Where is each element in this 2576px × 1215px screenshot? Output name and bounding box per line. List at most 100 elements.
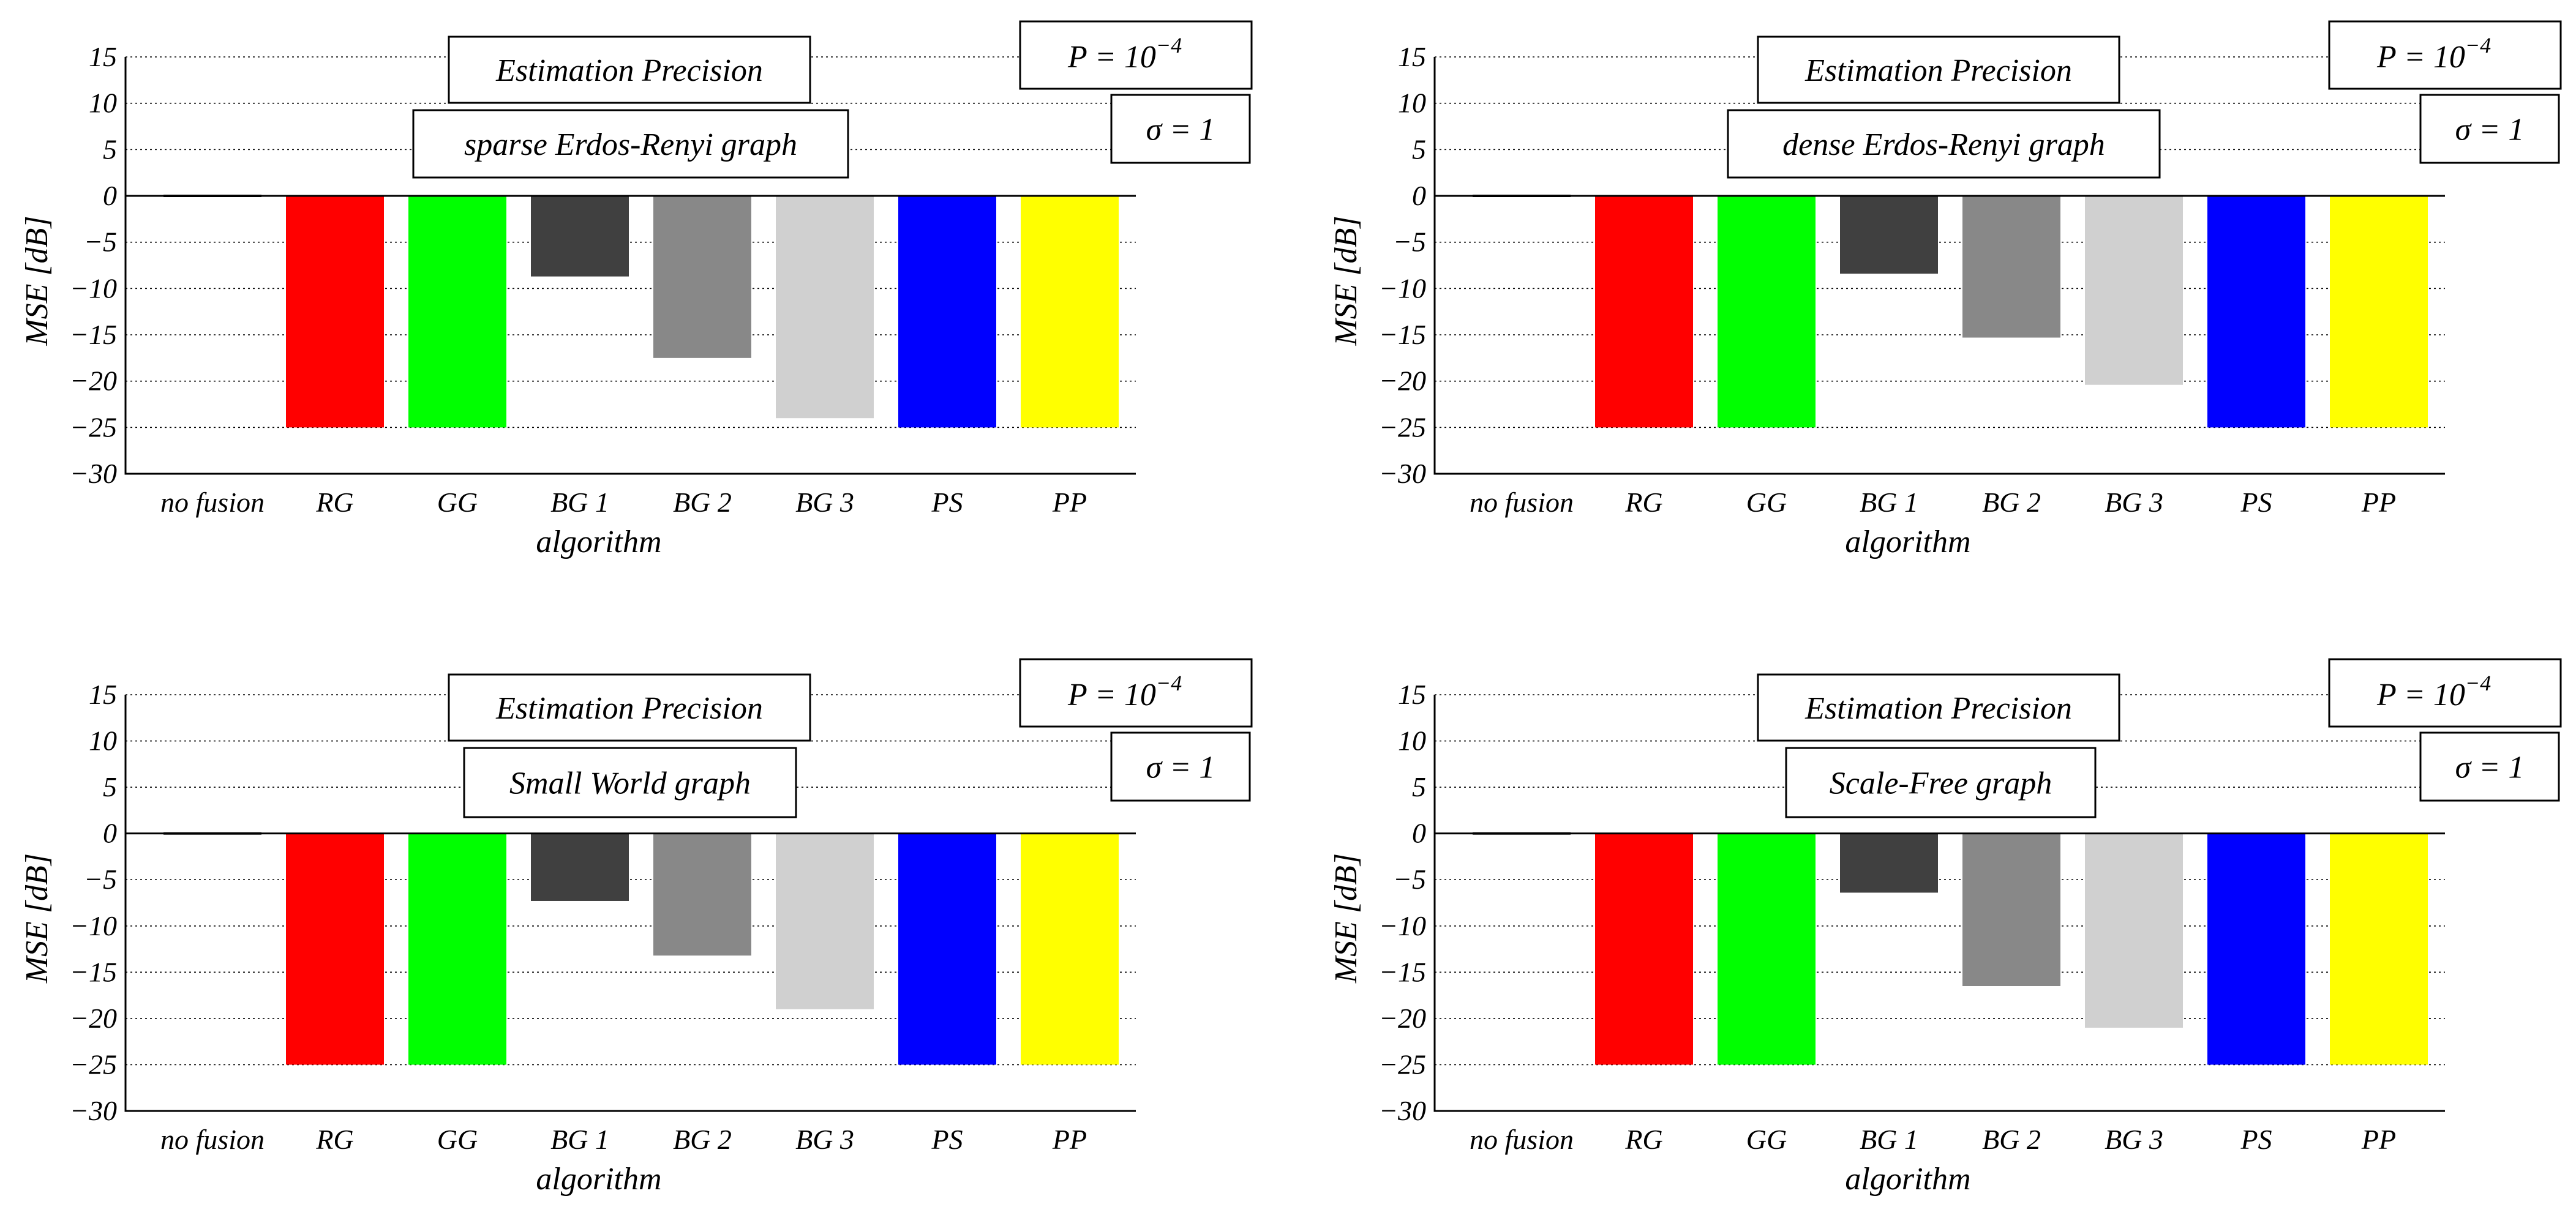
y-axis-label: MSE [dB] <box>20 853 54 984</box>
chart-title: Estimation Precision <box>1804 691 2072 726</box>
y-tick-label: −5 <box>84 226 117 258</box>
y-tick-label: 15 <box>89 41 117 72</box>
sigma-param-box <box>1110 731 1251 802</box>
x-tick-label: PS <box>931 487 963 518</box>
bar-pp <box>1021 196 1119 428</box>
x-tick-label: RG <box>315 487 353 518</box>
y-axis-label: MSE [dB] <box>1329 853 1364 984</box>
chart-subtitle: Small World graph <box>509 766 751 801</box>
sigma-param-box <box>2419 731 2560 802</box>
x-tick-label: PP <box>2361 487 2396 518</box>
chart-title: Estimation Precision <box>1804 53 2072 88</box>
y-axis-label: MSE [dB] <box>1329 215 1364 346</box>
y-tick-label: −5 <box>84 864 117 895</box>
bar-ps <box>2207 833 2305 1065</box>
x-tick-label: PS <box>2240 487 2272 518</box>
x-axis-label: algorithm <box>1845 1162 1970 1197</box>
chart-subtitle: Scale-Free graph <box>1830 766 2052 801</box>
bar-bg-2 <box>1962 196 2060 338</box>
bar-rg <box>1595 833 1693 1065</box>
bar-bg-2 <box>1962 833 2060 986</box>
x-tick-label: GG <box>437 487 478 518</box>
p-param-value: P = 10 <box>1067 678 1156 712</box>
y-tick-label: −20 <box>1379 1003 1426 1034</box>
y-tick-label: −10 <box>70 910 117 941</box>
bar-ps <box>2207 196 2305 428</box>
bar-rg <box>286 196 384 428</box>
x-tick-label: PS <box>2240 1124 2272 1155</box>
p-param-box <box>1019 658 1253 728</box>
subtitle-box <box>412 109 849 179</box>
y-tick-label: 15 <box>1398 679 1426 710</box>
x-tick-label: BG 3 <box>795 487 854 518</box>
y-tick-label: −25 <box>1379 1049 1426 1080</box>
y-tick-label: 5 <box>1412 133 1426 165</box>
x-tick-label: PP <box>1052 487 1087 518</box>
y-tick-label: 0 <box>1412 180 1426 211</box>
chart-title: Estimation Precision <box>495 691 763 726</box>
bar-pp <box>2330 833 2428 1065</box>
x-tick-label: no fusion <box>160 487 265 518</box>
bar-ps <box>898 833 996 1065</box>
p-param-exponent: −4 <box>2465 671 2491 695</box>
y-tick-label: 10 <box>89 725 117 757</box>
x-tick-label: GG <box>1746 1124 1787 1155</box>
y-tick-label: 0 <box>1412 818 1426 849</box>
bar-gg <box>1718 833 1816 1065</box>
y-tick-label: −30 <box>70 1095 117 1126</box>
chart-panel-4: 15 10 5 0 −5 −10 −15 −20 −25 −30 no fusion RG GG BG 1… <box>1329 658 2562 1197</box>
y-tick-label: 5 <box>103 771 117 802</box>
y-axis-label: MSE [dB] <box>20 215 54 346</box>
y-tick-label: −20 <box>1379 365 1426 397</box>
p-param-box <box>2328 20 2562 90</box>
subtitle-box <box>1727 109 2161 179</box>
y-tick-label: 10 <box>1398 725 1426 757</box>
y-tick-label: −25 <box>1379 411 1426 443</box>
p-param-box <box>2328 658 2562 728</box>
subtitle-box <box>1785 747 2097 818</box>
x-tick-label: BG 1 <box>550 1124 609 1155</box>
x-tick-label: GG <box>437 1124 478 1155</box>
bar-rg <box>1595 196 1693 428</box>
axes <box>124 695 1136 1112</box>
sigma-param-label: σ = 1 <box>2455 113 2525 148</box>
bar-pp <box>1021 833 1119 1065</box>
y-tick-label: 15 <box>89 679 117 710</box>
x-tick-label: BG 3 <box>795 1124 854 1155</box>
y-tick-label: −30 <box>1379 458 1426 489</box>
x-tick-label: BG 1 <box>1860 487 1918 518</box>
x-tick-label: PP <box>1052 1124 1087 1155</box>
p-param-exponent: −4 <box>1156 33 1182 58</box>
y-tick-label: −15 <box>1379 319 1426 350</box>
p-param-value: P = 10 <box>1067 40 1156 75</box>
y-tick-label: −25 <box>70 1049 117 1080</box>
chart-panel-2: 15 10 5 0 −5 −10 −15 −20 −25 −30 no fusion RG GG BG 1… <box>1329 20 2562 559</box>
bar-bg-1 <box>531 833 629 901</box>
x-tick-label: PP <box>2361 1124 2396 1155</box>
x-tick-label: RG <box>1624 487 1662 518</box>
bar-gg <box>408 833 506 1065</box>
y-tick-label: −15 <box>1379 956 1426 987</box>
bar-bg-1 <box>1840 196 1938 274</box>
p-param-exponent: −4 <box>2465 33 2491 58</box>
bar-rg <box>286 833 384 1065</box>
y-tick-label: 0 <box>103 818 117 849</box>
y-tick-label: −15 <box>70 956 117 987</box>
title-box <box>448 673 811 742</box>
p-param-value: P = 10 <box>2376 678 2465 712</box>
bar-bg-3 <box>776 196 874 419</box>
title-box <box>1757 673 2120 742</box>
bar-bg-1 <box>531 196 629 277</box>
y-tick-label: 0 <box>103 180 117 211</box>
x-tick-label: BG 1 <box>550 487 609 518</box>
x-axis-label: algorithm <box>1845 525 1970 559</box>
sigma-param-label: σ = 1 <box>1146 113 1215 148</box>
x-tick-label: BG 2 <box>673 1124 732 1155</box>
sigma-param-box <box>1110 94 1251 164</box>
chart-panel-3: 15 10 5 0 −5 −10 −15 −20 −25 −30 no fusion RG GG BG 1… <box>20 658 1253 1197</box>
bar-bg-3 <box>2085 833 2183 1028</box>
sigma-param-label: σ = 1 <box>1146 750 1215 785</box>
bar-bg-1 <box>1840 833 1938 893</box>
p-param-label: P = 10−4 <box>2376 671 2491 712</box>
